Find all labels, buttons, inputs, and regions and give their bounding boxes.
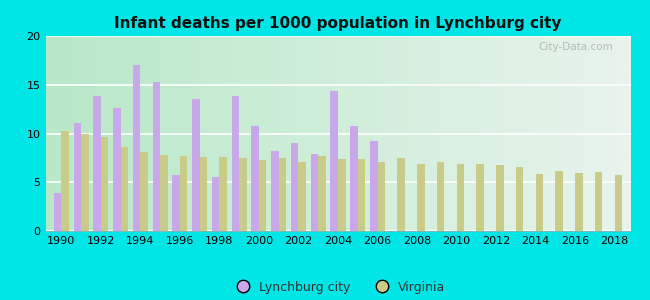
Bar (291, 143, 298, 231)
Bar (239, 158, 247, 231)
Bar (200, 157, 207, 231)
Bar (140, 152, 148, 231)
Bar (417, 164, 424, 231)
Bar (73, 123, 81, 231)
Bar (61, 130, 69, 231)
Bar (121, 147, 128, 231)
Bar (311, 154, 318, 231)
Bar (252, 126, 259, 231)
Bar (370, 141, 378, 231)
Bar (456, 164, 464, 231)
Bar (536, 174, 543, 231)
Bar (113, 108, 121, 231)
Bar (220, 157, 227, 231)
Legend: Lynchburg city, Virginia: Lynchburg city, Virginia (226, 276, 450, 299)
Bar (192, 99, 200, 231)
Bar (231, 96, 239, 231)
Bar (81, 134, 88, 231)
Bar (101, 137, 109, 231)
Bar (350, 126, 358, 231)
Bar (330, 91, 338, 231)
Bar (180, 156, 187, 231)
Bar (516, 167, 523, 231)
Bar (575, 172, 582, 231)
Bar (555, 170, 563, 231)
Bar (615, 176, 622, 231)
Bar (279, 158, 286, 231)
Title: Infant deaths per 1000 population in Lynchburg city: Infant deaths per 1000 population in Lyn… (114, 16, 562, 31)
Bar (160, 155, 168, 231)
Bar (271, 151, 279, 231)
Bar (338, 159, 346, 231)
Bar (318, 156, 326, 231)
Bar (397, 158, 405, 231)
Bar (358, 159, 365, 231)
Bar (378, 162, 385, 231)
Bar (54, 193, 61, 231)
Bar (212, 177, 220, 231)
Bar (298, 162, 306, 231)
Bar (153, 82, 160, 231)
Bar (133, 65, 140, 231)
Bar (476, 164, 484, 231)
Bar (595, 172, 603, 231)
Text: City-Data.com: City-Data.com (538, 42, 613, 52)
Bar (259, 160, 266, 231)
Bar (172, 176, 180, 231)
Bar (496, 165, 504, 231)
Bar (437, 162, 445, 231)
Bar (94, 96, 101, 231)
